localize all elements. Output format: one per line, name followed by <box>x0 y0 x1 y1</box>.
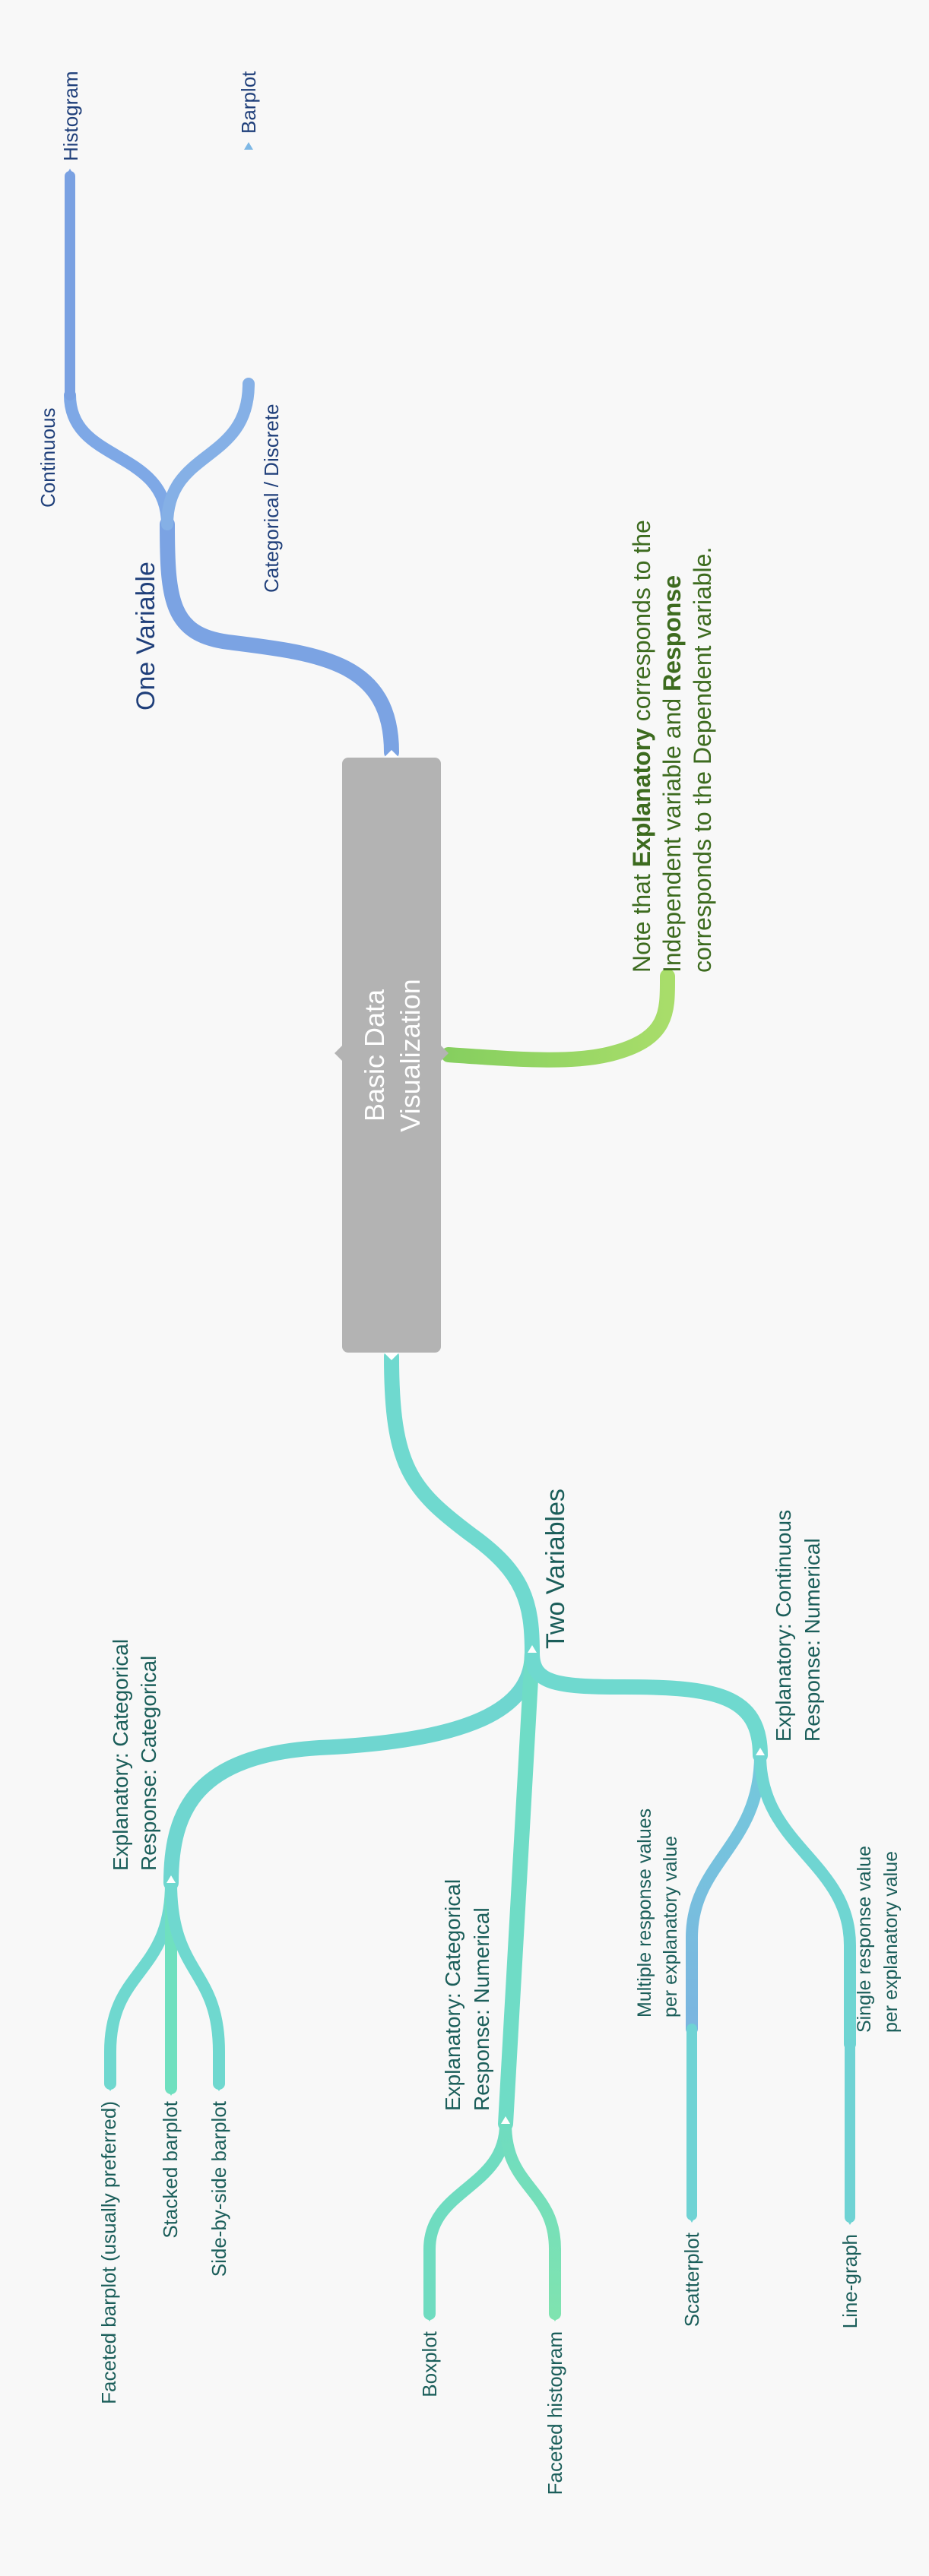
connector-multiple-values <box>686 1749 766 2035</box>
barplot-label: Barplot <box>237 71 260 134</box>
cat-cat-line-1: Explanatory: Categorical <box>109 1639 132 1871</box>
two-variables-label: Two Variables <box>541 1489 570 1649</box>
multiple-values-line-1: Multiple response values <box>634 1809 655 2017</box>
two-variables-branch: Two Variables Explanatory: Categorical R… <box>97 1349 902 2495</box>
connector-cat-num <box>498 1645 540 2131</box>
connector-categorical <box>161 378 255 530</box>
cat-num-line-2: Response: Numerical <box>470 1907 493 2111</box>
connector-center-two-variables <box>384 1349 540 1660</box>
histogram-label: Histogram <box>59 71 82 161</box>
stacked-barplot-label: Stacked barplot <box>159 2100 182 2238</box>
one-variable-branch: One Variable Continuous Histogram Catego… <box>36 71 399 760</box>
connector-cat-cat <box>163 1645 540 1891</box>
connector-note <box>441 969 676 1068</box>
note-branch: Note that Explanatory corresponds to the… <box>441 520 716 1068</box>
center-title-line-1: Basic Data <box>359 989 390 1122</box>
center-title-line-2: Visualization <box>395 979 426 1131</box>
connector-faceted-histogram <box>499 2118 561 2320</box>
single-value-line-2: per explanatory value <box>880 1851 902 2033</box>
connector-boxplot <box>423 2118 512 2320</box>
scatterplot-label: Scatterplot <box>680 2232 703 2327</box>
cont-num-line-2: Response: Numerical <box>801 1538 824 1742</box>
line-graph-label: Line-graph <box>839 2234 861 2328</box>
one-variable-label: One Variable <box>132 562 160 710</box>
note-line-1: Note that Explanatory corresponds to the <box>628 520 655 973</box>
categorical-discrete-label: Categorical / Discrete <box>260 403 283 593</box>
connector-single-value <box>754 1749 856 2050</box>
faceted-barplot-label: Faceted barplot (usually preferred) <box>97 2101 120 2404</box>
connector-faceted-barplot <box>104 1877 177 2090</box>
boxplot-label: Boxplot <box>418 2331 441 2397</box>
center-node[interactable]: Basic Data Visualization <box>335 750 449 1360</box>
single-value-line-1: Single response value <box>854 1846 875 2033</box>
side-by-side-barplot-label: Side-by-side barplot <box>208 2100 230 2277</box>
connector-continuous <box>64 389 173 530</box>
multiple-values-line-2: per explanatory value <box>660 1836 681 2017</box>
connector-cont-num <box>525 1645 768 1763</box>
connector-center-one-variable <box>160 517 399 760</box>
faceted-histogram-label: Faceted histogram <box>544 2331 566 2495</box>
cat-cat-line-2: Response: Categorical <box>137 1656 160 1871</box>
note-line-3: corresponds to the Dependent variable. <box>689 547 716 973</box>
connector-side-barplot <box>165 1877 225 2090</box>
continuous-label: Continuous <box>36 407 59 508</box>
cat-num-line-1: Explanatory: Categorical <box>441 1879 465 2111</box>
center-node-box[interactable] <box>342 758 441 1353</box>
note-line-2: Independent variable and Response <box>658 575 686 973</box>
cont-num-line-1: Explanatory: Continuous <box>772 1510 795 1742</box>
